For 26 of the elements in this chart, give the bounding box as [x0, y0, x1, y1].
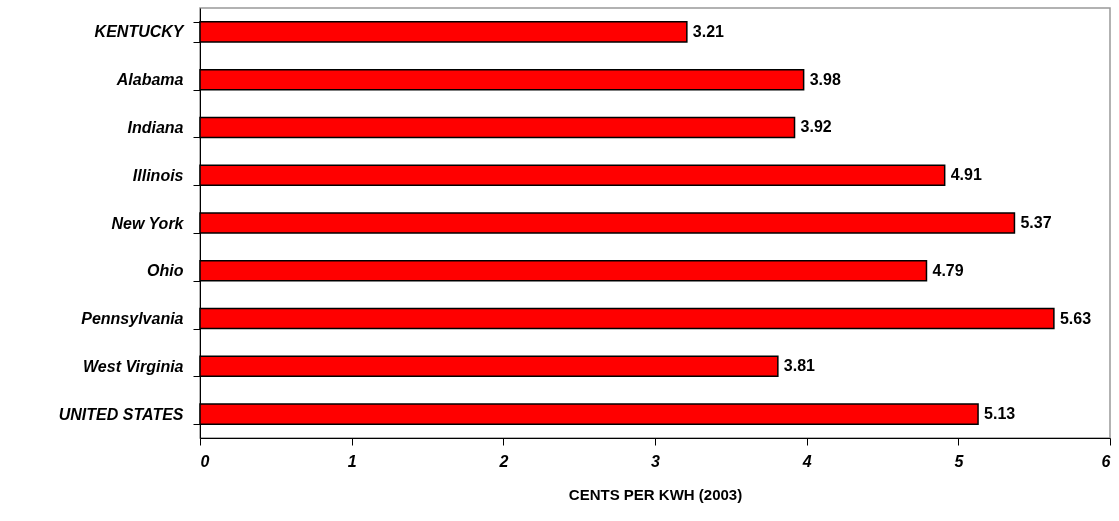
y-tick-label: Indiana	[127, 118, 184, 136]
data-label: 5.37	[1020, 214, 1052, 231]
x-tick-label: 4	[801, 452, 812, 470]
data-label: 3.98	[809, 70, 841, 88]
data-label: 3.81	[783, 357, 816, 375]
data-label: 5.63	[1059, 309, 1092, 327]
y-tick-label: Alabama	[115, 71, 184, 89]
y-tick-label: Illinois	[132, 166, 184, 184]
data-label: 4.79	[932, 261, 964, 279]
x-tick-label: 5	[954, 452, 965, 470]
data-label: 3.92	[800, 118, 832, 136]
data-label: 3.21	[692, 22, 725, 40]
y-tick-label: UNITED STATES	[58, 405, 184, 423]
x-tick-label: 1	[347, 452, 357, 470]
x-axis-title: CENTS PER KWH (2003)	[568, 485, 743, 503]
x-tick-label: 2	[498, 452, 509, 470]
y-tick-label: New York	[111, 214, 185, 232]
data-label: 5.13	[984, 405, 1016, 423]
data-label: 4.91	[950, 166, 982, 184]
y-tick-label: KENTUCKY	[94, 23, 185, 41]
y-tick-label: West Virginia	[83, 357, 184, 375]
x-tick-label: 6	[1101, 452, 1111, 470]
x-tick-label: 0	[200, 452, 210, 470]
y-tick-label: Ohio	[147, 262, 184, 280]
y-tick-label: Pennsylvania	[81, 310, 184, 328]
x-tick-label: 3	[651, 452, 661, 470]
